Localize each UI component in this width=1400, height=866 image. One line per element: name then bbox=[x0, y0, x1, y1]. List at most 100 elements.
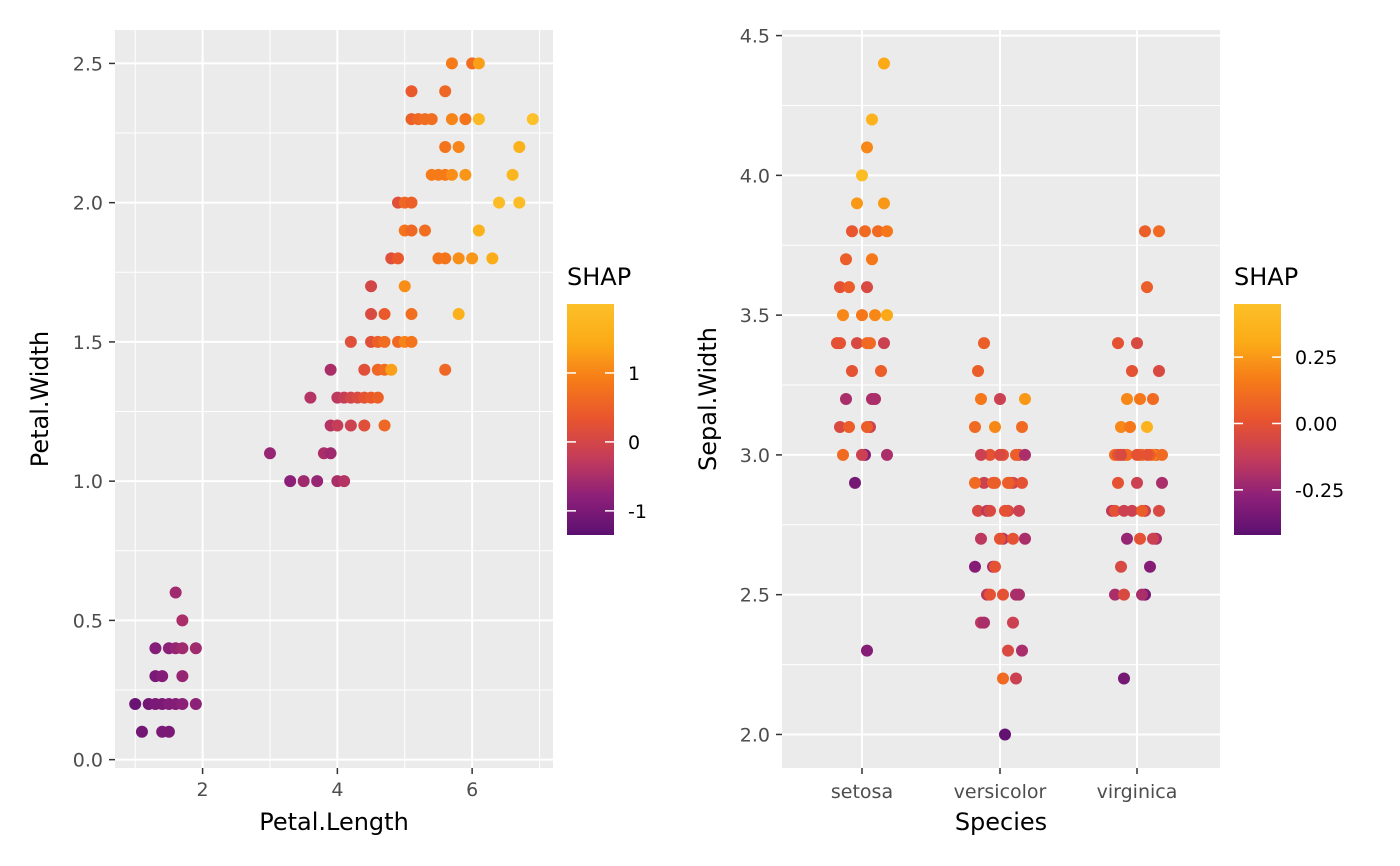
data-point bbox=[1153, 365, 1165, 378]
data-point bbox=[972, 365, 984, 378]
legend-tick-label: 1 bbox=[628, 363, 640, 385]
data-point bbox=[344, 419, 357, 432]
data-point bbox=[1109, 588, 1121, 601]
data-point bbox=[358, 363, 371, 376]
data-point bbox=[849, 476, 861, 489]
data-point bbox=[1118, 588, 1130, 601]
data-point bbox=[984, 448, 996, 461]
data-point bbox=[869, 309, 881, 322]
data-point bbox=[472, 113, 485, 126]
data-point bbox=[405, 196, 418, 209]
data-point bbox=[1016, 644, 1028, 657]
data-point bbox=[989, 560, 1001, 573]
data-point bbox=[425, 113, 438, 126]
data-point bbox=[969, 476, 981, 489]
data-point bbox=[1002, 644, 1014, 657]
data-point bbox=[526, 113, 539, 126]
legend-tick-label: -0.25 bbox=[1295, 480, 1344, 502]
data-point bbox=[169, 586, 182, 599]
data-point bbox=[994, 393, 1006, 405]
plot-petal: 2 4 6 0.0 0.5 1.0 1.5 2.0 2.5 Petal.Length Petal… bbox=[26, 30, 647, 836]
y-tick-label: 4.5 bbox=[740, 26, 770, 48]
data-point bbox=[861, 337, 873, 350]
data-point bbox=[385, 363, 398, 376]
legend-ticks-species: 0.25 0.00 -0.25 bbox=[1234, 347, 1344, 502]
data-point bbox=[972, 504, 984, 517]
data-point bbox=[997, 672, 1009, 685]
legend-petal: SHAP 1 0 -1 bbox=[567, 263, 647, 535]
data-point bbox=[472, 57, 485, 70]
data-point bbox=[513, 140, 526, 153]
x-tick-label: virginica bbox=[1097, 781, 1178, 803]
data-point bbox=[989, 476, 1001, 489]
data-point bbox=[843, 420, 855, 433]
data-point bbox=[1134, 532, 1146, 545]
data-point bbox=[1153, 504, 1165, 517]
data-point bbox=[1136, 588, 1148, 601]
data-point bbox=[176, 642, 189, 655]
data-point bbox=[878, 337, 890, 350]
data-point bbox=[1010, 588, 1022, 601]
data-point bbox=[994, 448, 1006, 461]
data-point bbox=[837, 309, 849, 322]
data-point bbox=[405, 335, 418, 348]
data-point bbox=[1141, 281, 1153, 294]
data-point bbox=[324, 447, 337, 460]
y-tick-label: 3.5 bbox=[740, 305, 770, 327]
data-point bbox=[445, 57, 458, 70]
data-point bbox=[1013, 504, 1025, 517]
data-point bbox=[851, 197, 863, 210]
data-point bbox=[834, 420, 846, 433]
data-point bbox=[338, 475, 351, 488]
data-point bbox=[861, 281, 873, 294]
data-point bbox=[472, 224, 485, 237]
data-point bbox=[1131, 476, 1143, 489]
data-point bbox=[969, 560, 981, 573]
data-point bbox=[1121, 532, 1133, 545]
data-point bbox=[311, 475, 324, 488]
data-point bbox=[506, 168, 519, 181]
data-point bbox=[162, 725, 175, 738]
data-point bbox=[872, 225, 884, 238]
data-point bbox=[861, 141, 873, 154]
data-point bbox=[975, 532, 987, 545]
data-point bbox=[866, 253, 878, 266]
data-point bbox=[324, 363, 337, 376]
data-point bbox=[978, 337, 990, 350]
data-point bbox=[156, 670, 169, 683]
y-tick-label: 3.0 bbox=[740, 445, 770, 467]
x-tick-label: 6 bbox=[466, 779, 478, 801]
data-point bbox=[358, 419, 371, 432]
data-point bbox=[1115, 448, 1127, 461]
data-point bbox=[398, 280, 411, 293]
legend-tick-label: 0 bbox=[628, 432, 640, 454]
data-point bbox=[1016, 476, 1028, 489]
x-axis-title-species: Species bbox=[955, 808, 1047, 836]
data-point bbox=[1010, 672, 1022, 685]
data-point bbox=[378, 335, 391, 348]
data-point bbox=[969, 420, 981, 433]
ticks-petal: 2 4 6 0.0 0.5 1.0 1.5 2.0 2.5 bbox=[73, 53, 478, 801]
data-point bbox=[405, 85, 418, 98]
data-point bbox=[176, 670, 189, 683]
data-point bbox=[189, 697, 202, 710]
data-point bbox=[866, 113, 878, 126]
legend-title-species: SHAP bbox=[1234, 263, 1298, 291]
data-point bbox=[1007, 532, 1019, 545]
data-point bbox=[834, 281, 846, 294]
data-point bbox=[1007, 616, 1019, 629]
data-point bbox=[1156, 476, 1168, 489]
data-point bbox=[304, 391, 317, 404]
data-point bbox=[445, 168, 458, 181]
data-point bbox=[466, 252, 479, 265]
data-point bbox=[975, 393, 987, 405]
data-point bbox=[881, 448, 893, 461]
y-axis-title-species: Sepal.Width bbox=[694, 327, 722, 471]
data-point bbox=[452, 252, 465, 265]
y-tick-label: 1.0 bbox=[73, 471, 103, 493]
data-point bbox=[439, 140, 452, 153]
data-point bbox=[834, 337, 846, 350]
data-point bbox=[1016, 420, 1028, 433]
data-point bbox=[1131, 337, 1143, 350]
data-point bbox=[176, 697, 189, 710]
